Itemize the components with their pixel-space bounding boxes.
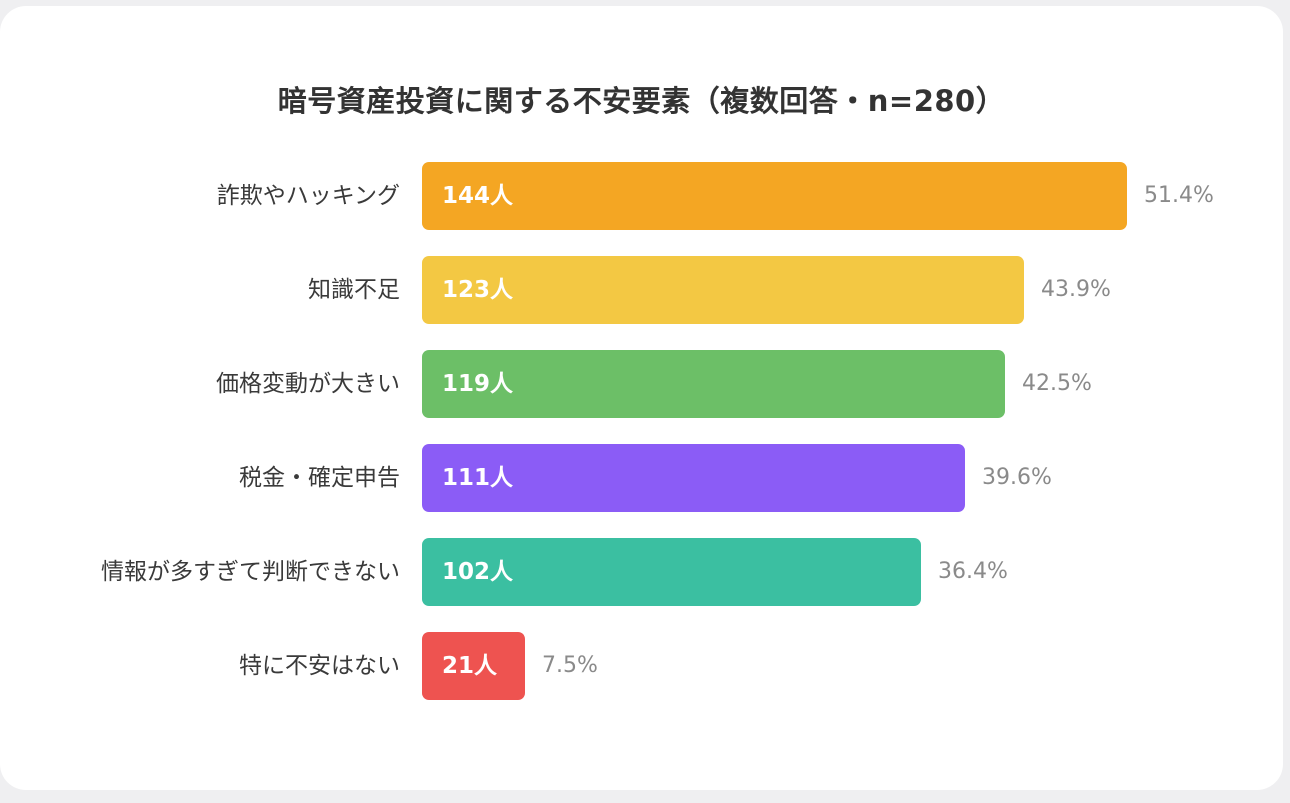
percent-label: 42.5% — [1022, 371, 1092, 396]
category-label: 詐欺やハッキング — [216, 183, 400, 209]
percent-label: 36.4% — [938, 559, 1008, 584]
category-label: 価格変動が大きい — [216, 371, 400, 397]
bar-value-label: 119人 — [442, 371, 514, 397]
bar: 123人 — [422, 256, 1024, 324]
category-label: 知識不足 — [308, 277, 400, 303]
bar-value-label: 144人 — [442, 183, 514, 209]
bar: 102人 — [422, 538, 921, 606]
bar-row: 価格変動が大きい 119人 42.5% — [0, 350, 1283, 418]
chart-card: 暗号資産投資に関する不安要素（複数回答・n=280） 詐欺やハッキング 144人 5… — [0, 6, 1283, 790]
bar-row: 税金・確定申告 111人 39.6% — [0, 444, 1283, 512]
percent-label: 39.6% — [982, 465, 1052, 490]
category-label: 特に不安はない — [239, 653, 400, 679]
bar-value-label: 102人 — [442, 559, 514, 585]
bar: 119人 — [422, 350, 1005, 418]
bar-value-label: 123人 — [442, 277, 514, 303]
chart-title: 暗号資産投資に関する不安要素（複数回答・n=280） — [277, 84, 1006, 118]
bar-row: 情報が多すぎて判断できない 102人 36.4% — [0, 538, 1283, 606]
bar-row: 知識不足 123人 43.9% — [0, 256, 1283, 324]
bar: 144人 — [422, 162, 1127, 230]
bar: 21人 — [422, 632, 525, 700]
category-label: 税金・確定申告 — [239, 465, 400, 491]
percent-label: 7.5% — [542, 653, 598, 678]
bar-row: 特に不安はない 21人 7.5% — [0, 632, 1283, 700]
category-label: 情報が多すぎて判断できない — [101, 559, 400, 585]
bar-value-label: 111人 — [442, 465, 514, 491]
percent-label: 51.4% — [1144, 183, 1214, 208]
percent-label: 43.9% — [1041, 277, 1111, 302]
bar-value-label: 21人 — [442, 653, 498, 679]
bar: 111人 — [422, 444, 965, 512]
bar-row: 詐欺やハッキング 144人 51.4% — [0, 162, 1283, 230]
